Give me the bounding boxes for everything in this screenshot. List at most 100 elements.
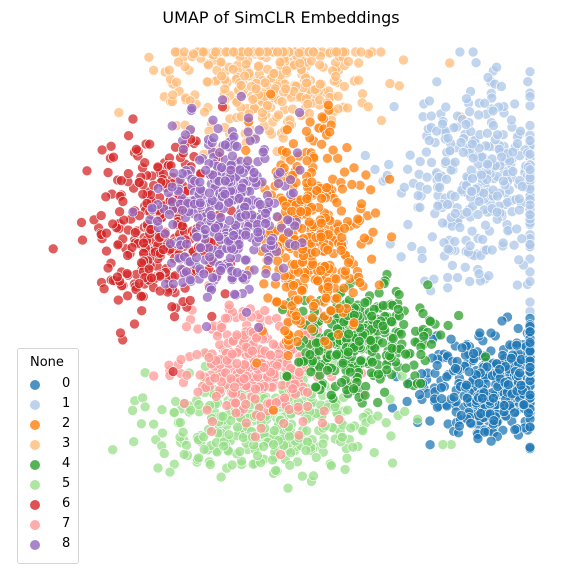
point-series-8 xyxy=(167,219,179,230)
point-series-8 xyxy=(254,199,266,210)
point-series-8 xyxy=(205,210,217,221)
point-series-1 xyxy=(516,181,528,192)
point-series-6 xyxy=(105,141,117,152)
point-series-4 xyxy=(379,386,390,398)
point-series-7 xyxy=(192,386,204,398)
point-series-0 xyxy=(461,392,473,404)
legend-label: 2 xyxy=(62,416,71,431)
point-series-1 xyxy=(440,156,452,167)
point-series-7 xyxy=(203,352,215,363)
point-series-4 xyxy=(366,310,378,322)
point-series-1 xyxy=(477,234,489,245)
point-series-7 xyxy=(230,407,242,419)
point-series-5 xyxy=(148,418,159,430)
point-series-2 xyxy=(316,193,327,204)
point-series-2 xyxy=(280,147,292,158)
point-series-8 xyxy=(248,167,260,178)
point-series-6 xyxy=(169,311,180,323)
point-series-0 xyxy=(485,327,497,339)
point-series-7 xyxy=(318,405,330,417)
point-series-7 xyxy=(181,369,193,381)
point-series-1 xyxy=(487,105,499,117)
point-series-1 xyxy=(492,129,503,140)
point-series-4 xyxy=(305,366,317,378)
point-series-0 xyxy=(479,426,491,438)
point-series-5 xyxy=(159,448,170,459)
point-series-4 xyxy=(344,366,356,378)
point-series-1 xyxy=(426,231,438,243)
point-series-5 xyxy=(326,460,337,472)
point-series-7 xyxy=(302,386,313,398)
point-series-1 xyxy=(464,276,476,287)
point-series-2 xyxy=(359,232,370,244)
point-series-1 xyxy=(398,182,410,193)
point-series-5 xyxy=(137,392,148,404)
point-series-4 xyxy=(400,348,412,360)
point-series-1 xyxy=(442,282,454,294)
point-series-0 xyxy=(461,379,472,391)
point-series-0 xyxy=(474,327,486,339)
point-series-2 xyxy=(271,296,283,308)
point-series-1 xyxy=(442,243,454,255)
point-series-0 xyxy=(494,364,505,375)
point-series-3 xyxy=(444,57,456,69)
point-series-2 xyxy=(347,287,359,299)
point-series-3 xyxy=(262,100,273,111)
point-series-6 xyxy=(127,113,139,125)
point-series-4 xyxy=(366,356,378,368)
point-series-1 xyxy=(369,164,381,175)
point-series-1 xyxy=(476,169,487,181)
point-series-3 xyxy=(301,77,312,89)
point-series-8 xyxy=(252,226,264,238)
point-series-1 xyxy=(449,156,461,168)
point-series-5 xyxy=(269,425,280,436)
point-series-0 xyxy=(468,348,479,359)
point-series-3 xyxy=(243,46,254,58)
point-series-8 xyxy=(225,164,237,176)
point-series-0 xyxy=(475,408,487,419)
point-series-2 xyxy=(288,138,299,149)
point-series-7 xyxy=(292,401,304,413)
point-series-3 xyxy=(227,64,239,75)
point-series-4 xyxy=(281,371,293,382)
point-series-3 xyxy=(272,46,283,58)
point-series-5 xyxy=(175,417,186,428)
point-series-5 xyxy=(385,430,397,442)
point-series-6 xyxy=(144,138,155,150)
point-series-0 xyxy=(455,410,467,421)
point-series-4 xyxy=(386,342,398,354)
point-series-8 xyxy=(177,205,188,216)
point-series-4 xyxy=(342,346,354,358)
point-series-8 xyxy=(216,162,227,173)
point-series-8 xyxy=(260,218,271,229)
point-series-8 xyxy=(220,175,231,187)
point-series-1 xyxy=(383,159,395,170)
point-series-2 xyxy=(310,246,321,258)
point-series-7 xyxy=(283,404,295,415)
point-series-5 xyxy=(170,396,181,407)
point-series-6 xyxy=(137,188,149,200)
point-series-7 xyxy=(194,369,206,381)
point-series-3 xyxy=(199,106,210,118)
point-series-8 xyxy=(253,322,265,333)
point-series-6 xyxy=(138,237,149,249)
point-series-0 xyxy=(488,392,499,404)
point-series-8 xyxy=(273,178,284,189)
point-series-0 xyxy=(509,407,520,419)
point-series-7 xyxy=(241,417,252,429)
point-series-0 xyxy=(524,389,536,401)
point-series-1 xyxy=(524,91,536,102)
point-series-1 xyxy=(513,254,525,266)
point-series-4 xyxy=(293,356,305,368)
point-series-8 xyxy=(127,206,139,218)
point-series-1 xyxy=(432,200,444,212)
point-series-8 xyxy=(191,252,202,263)
point-series-3 xyxy=(355,46,367,58)
legend-title: None xyxy=(30,355,64,370)
point-series-0 xyxy=(524,326,536,338)
point-series-3 xyxy=(210,46,222,58)
point-series-0 xyxy=(488,415,500,426)
point-series-1 xyxy=(467,152,479,164)
point-series-1 xyxy=(444,145,456,157)
point-series-0 xyxy=(518,399,530,411)
